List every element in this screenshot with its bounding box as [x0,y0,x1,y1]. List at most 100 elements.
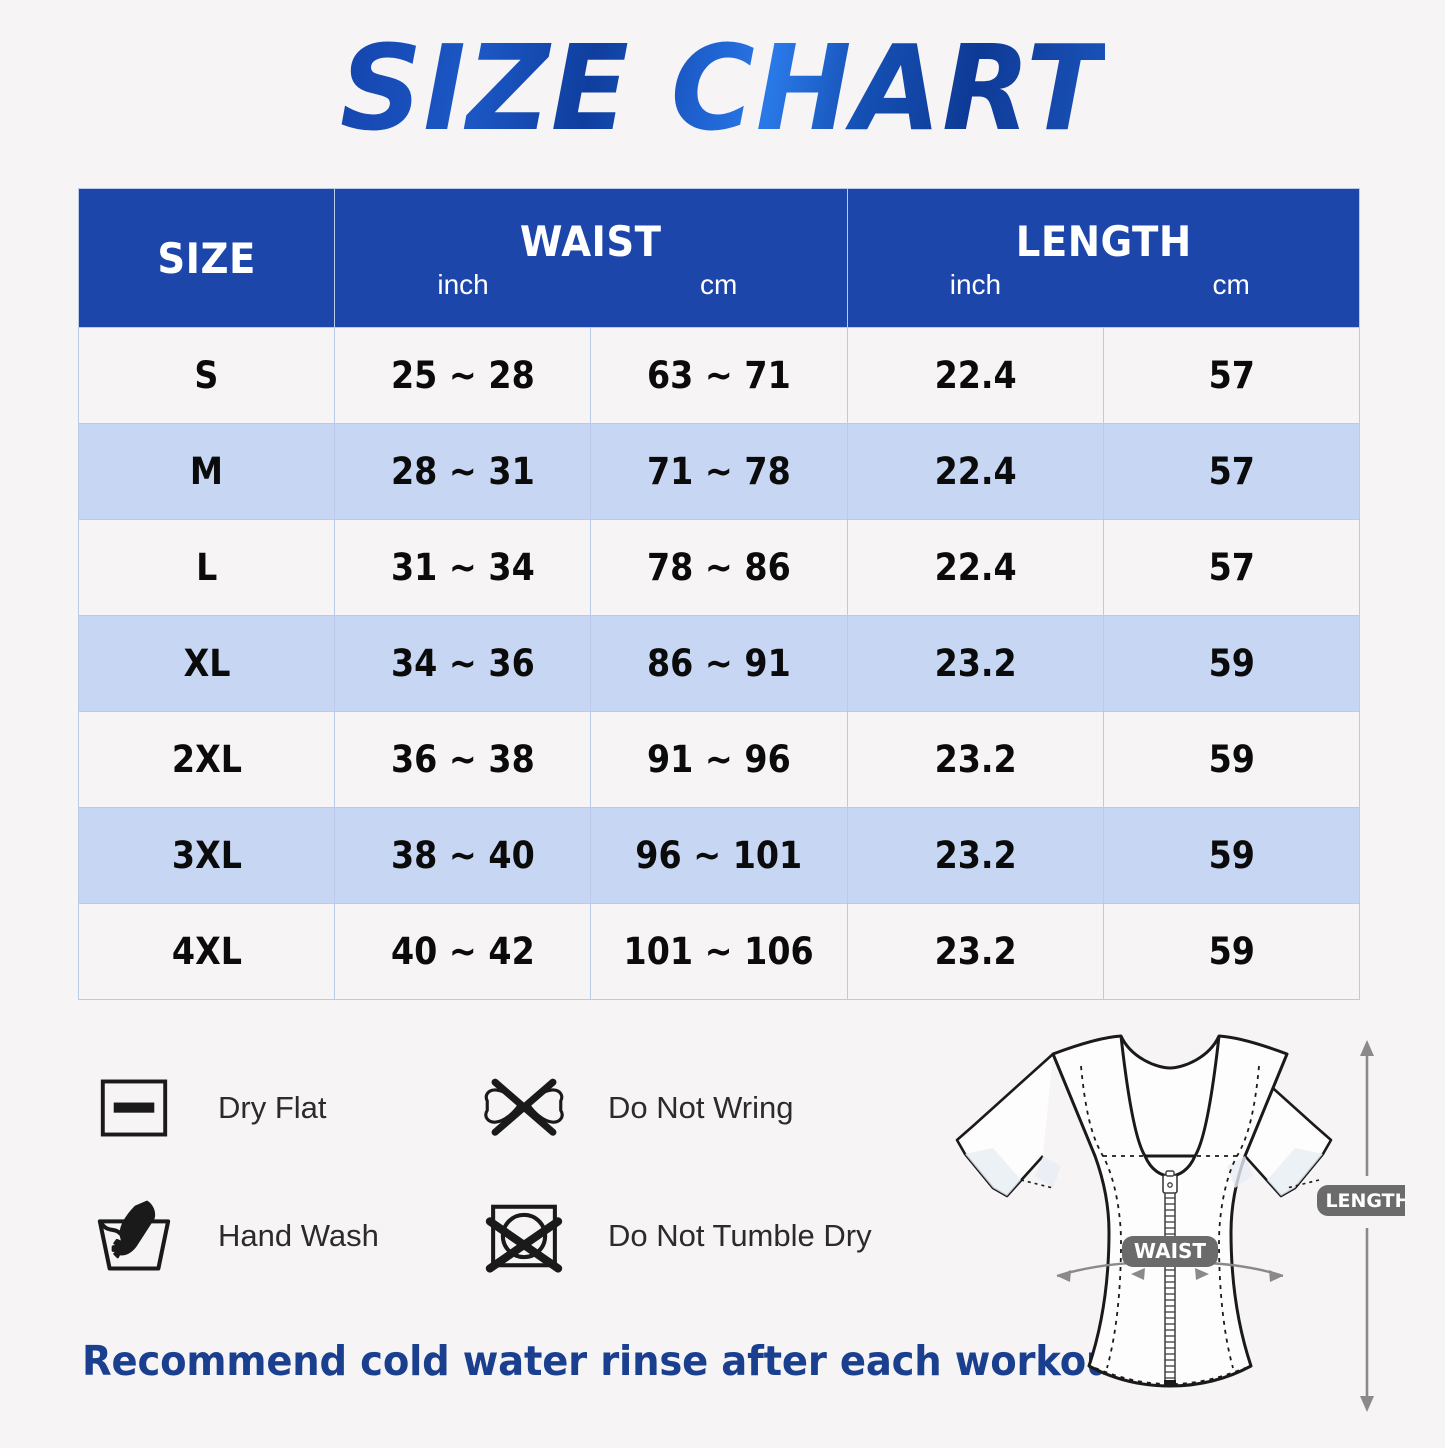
cell-length-inch-value: 23.2 [934,834,1017,877]
care-item-do-not-wring: Do Not Wring [478,1062,868,1154]
cell-length-cm-value: 57 [1208,354,1255,397]
cell-length-cm-value: 57 [1208,546,1255,589]
column-header-size: SIZE [77,188,336,328]
do-not-wring-icon-svg [484,1078,564,1136]
table-row: 3XL 38 ~ 40 96 ~ 101 23.2 59 [77,807,1361,904]
cell-length-inch-value: 23.2 [934,930,1017,973]
cell-size: L [77,519,336,616]
table-row: L 31 ~ 34 78 ~ 86 22.4 57 [77,519,1361,616]
cell-waist-inch: 36 ~ 38 [334,711,592,808]
length-unit-cm: cm [1212,269,1250,300]
cell-waist-inch-value: 28 ~ 31 [390,450,535,493]
cell-length-inch-value: 23.2 [934,738,1017,781]
cell-waist-inch: 25 ~ 28 [334,327,592,424]
cell-waist-inch-value: 31 ~ 34 [390,546,535,589]
cell-waist-cm-value: 71 ~ 78 [647,450,791,493]
cell-length-inch-value: 23.2 [934,642,1017,685]
cell-waist-cm: 63 ~ 71 [590,327,848,424]
length-unit-inch: inch [949,269,1002,300]
column-header-size-label: SIZE [157,233,256,283]
care-label-dry-flat: Dry Flat [218,1090,327,1125]
cell-waist-inch: 40 ~ 42 [334,903,592,1000]
cell-length-inch: 23.2 [846,615,1104,712]
table-row: 2XL 36 ~ 38 91 ~ 96 23.2 59 [77,711,1361,808]
care-label-do-not-wring: Do Not Wring [608,1090,794,1125]
cell-waist-cm-value: 63 ~ 71 [647,354,791,397]
waist-unit-inch: inch [437,269,489,300]
cell-size-value: S [194,354,219,397]
cell-waist-cm-value: 96 ~ 101 [635,834,803,877]
table-row: M 28 ~ 31 71 ~ 78 22.4 57 [77,423,1361,520]
cell-length-inch-value: 22.4 [934,450,1017,493]
length-measure-arrow [1360,1040,1374,1412]
cell-length-cm-value: 57 [1208,450,1255,493]
zipper-icon [1162,1170,1178,1386]
cell-size-value: 4XL [171,930,242,973]
care-label-hand-wash: Hand Wash [218,1218,379,1253]
hand-wash-icon-svg [97,1200,171,1271]
waist-badge-label: WAIST [1134,1239,1206,1263]
cell-size-value: XL [183,642,231,685]
cell-waist-inch: 38 ~ 40 [334,807,592,904]
column-header-waist: WAIST inch cm [334,188,848,328]
column-header-length: LENGTH inch cm [846,188,1361,328]
column-header-waist-label: WAIST [520,217,662,266]
cell-length-inch: 23.2 [846,711,1104,808]
cell-waist-cm-value: 78 ~ 86 [647,546,791,589]
page-title: SIZE CHART [339,19,1106,157]
cell-waist-cm: 86 ~ 91 [590,615,848,712]
cell-waist-inch-value: 36 ~ 38 [390,738,535,781]
care-instructions: Dry Flat Do Not Wring [88,1062,938,1318]
table-header-row: SIZE WAIST inch cm LENGTH inch cm [77,188,1361,328]
hand-wash-icon [88,1190,180,1282]
cell-waist-inch: 31 ~ 34 [334,519,592,616]
do-not-wring-icon [478,1062,570,1154]
cell-length-cm: 57 [1102,327,1361,424]
cell-waist-inch: 34 ~ 36 [334,615,592,712]
cell-waist-inch-value: 38 ~ 40 [390,834,535,877]
cell-length-inch: 23.2 [846,807,1104,904]
cell-waist-cm-value: 101 ~ 106 [623,930,815,973]
cell-waist-cm: 71 ~ 78 [590,423,848,520]
cell-length-cm: 57 [1102,519,1361,616]
cell-waist-inch-value: 34 ~ 36 [390,642,535,685]
column-header-length-units: inch cm [848,269,1359,301]
dry-flat-icon [88,1062,180,1154]
dry-flat-icon-svg [100,1079,168,1137]
cell-length-cm: 59 [1102,807,1361,904]
cell-length-inch: 22.4 [846,519,1104,616]
cell-size-value: L [195,546,218,589]
cell-waist-cm-value: 86 ~ 91 [647,642,791,685]
cell-size-value: 3XL [171,834,242,877]
table-row: 4XL 40 ~ 42 101 ~ 106 23.2 59 [77,903,1361,1000]
cell-waist-cm-value: 91 ~ 96 [647,738,791,781]
cell-size: 4XL [77,903,336,1000]
garment-illustration-svg: WAIST LENGTH [955,1034,1405,1412]
care-item-hand-wash: Hand Wash [88,1190,478,1282]
length-badge-label: LENGTH [1325,1190,1405,1212]
cell-length-cm-value: 59 [1208,930,1255,973]
table-body: S 25 ~ 28 63 ~ 71 22.4 57 M 28 ~ 31 71 ~ 78 22.4… [77,327,1361,1000]
cell-size: S [77,327,336,424]
cell-length-cm-value: 59 [1208,834,1255,877]
cell-waist-cm: 91 ~ 96 [590,711,848,808]
care-row-2: Hand Wash Do Not Tumble Dry [88,1190,938,1282]
garment-diagram: WAIST LENGTH [935,1028,1405,1448]
cell-length-cm: 57 [1102,423,1361,520]
cell-waist-cm: 96 ~ 101 [590,807,848,904]
cell-size: 3XL [77,807,336,904]
cell-waist-cm: 78 ~ 86 [590,519,848,616]
cell-length-inch: 23.2 [846,903,1104,1000]
cell-size: 2XL [77,711,336,808]
care-row-1: Dry Flat Do Not Wring [88,1062,938,1154]
do-not-tumble-dry-icon [478,1190,570,1282]
cell-length-cm-value: 59 [1208,738,1255,781]
cell-size: M [77,423,336,520]
cell-length-cm: 59 [1102,903,1361,1000]
cell-length-cm: 59 [1102,711,1361,808]
cell-length-inch-value: 22.4 [934,546,1017,589]
do-not-tumble-dry-icon-svg [485,1204,563,1273]
column-header-waist-units: inch cm [335,269,846,301]
table-row: XL 34 ~ 36 86 ~ 91 23.2 59 [77,615,1361,712]
cell-length-cm: 59 [1102,615,1361,712]
